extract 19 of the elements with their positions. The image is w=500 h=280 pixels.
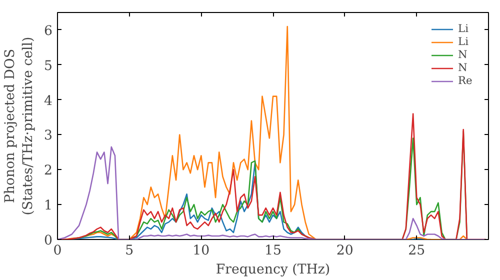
y-axis-title: Phonon projected DOS (States/THz·primitive cell) [3,36,36,216]
y-tick-label: 2 [44,164,53,179]
x-tick-label: 20 [336,244,354,258]
y-tick-label: 6 [44,24,53,39]
y-tick-label: 5 [44,58,53,74]
y-tick-label: 1 [44,198,53,214]
x-tick-label: 5 [125,244,134,258]
y-tick-label: 0 [44,234,53,248]
y-tick-label: 3 [44,128,53,144]
x-tick-label: 15 [264,244,282,258]
legend-label: Li [458,35,470,48]
x-axis-title: Frequency (THz) [216,262,330,278]
y-tick-label: 4 [44,94,53,109]
x-tick-label: 25 [408,244,426,258]
legend-label: Re [458,74,474,87]
legend-label: N [458,61,468,74]
x-tick-label: 10 [192,244,210,258]
legend-label: Li [458,22,470,35]
legend-label: N [458,48,468,61]
